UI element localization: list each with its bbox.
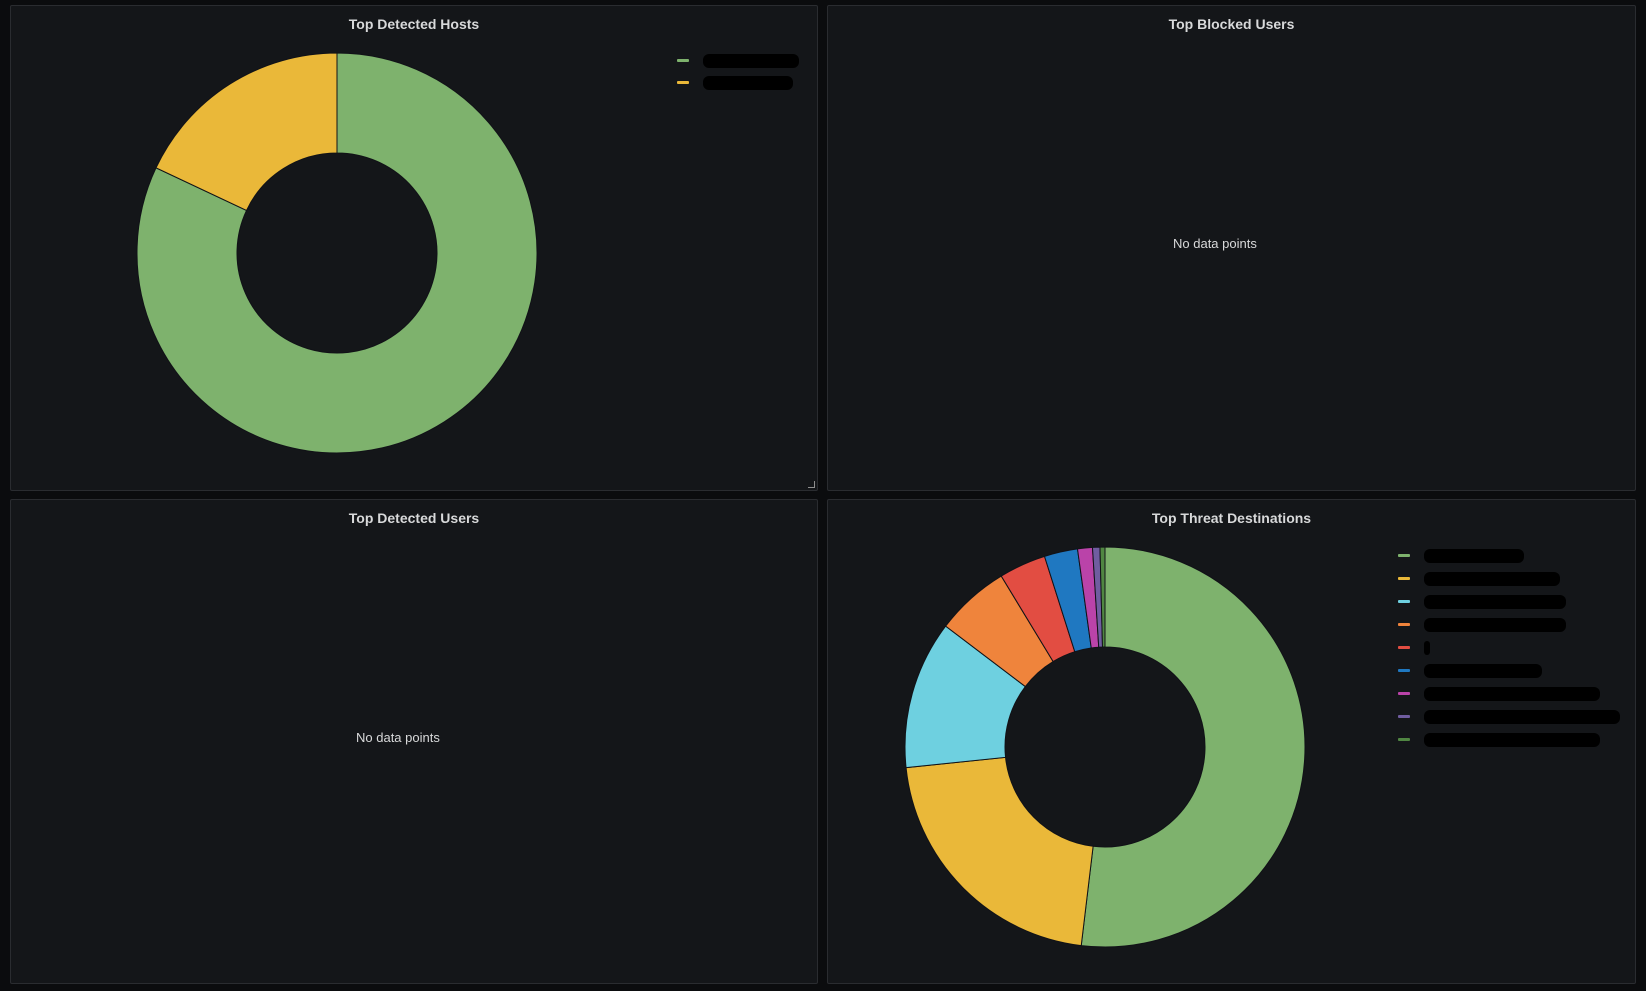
legend-item[interactable] (677, 75, 817, 91)
legend-item[interactable] (1398, 709, 1620, 725)
panel-title[interactable]: Top Detected Hosts (348, 16, 480, 32)
redacted-label (1424, 618, 1566, 632)
legend-item[interactable] (1398, 617, 1566, 633)
legend-swatch (677, 81, 689, 84)
redacted-label (1424, 572, 1560, 586)
panel-top-detected-users[interactable]: Top Detected Users No data points (10, 499, 818, 984)
panel-title[interactable]: Top Detected Users (348, 510, 480, 526)
redacted-label (1424, 641, 1430, 655)
donut-chart-destinations (904, 546, 1306, 948)
panel-top-detected-hosts[interactable]: Top Detected Hosts (10, 5, 818, 491)
legend-swatch (677, 59, 689, 62)
legend-item[interactable] (1398, 640, 1538, 656)
legend-item[interactable] (1398, 571, 1560, 587)
pie-slice[interactable] (1080, 546, 1306, 948)
legend-swatch (1398, 738, 1410, 741)
legend-swatch (1398, 577, 1410, 580)
panel-title[interactable]: Top Blocked Users (1168, 16, 1295, 32)
redacted-label (703, 76, 793, 90)
pie-slice[interactable] (1099, 546, 1106, 648)
legend-swatch (1398, 554, 1410, 557)
legend-swatch (1398, 715, 1410, 718)
legend-swatch (1398, 623, 1410, 626)
legend-item[interactable] (677, 53, 817, 69)
panel-top-threat-destinations[interactable]: Top Threat Destinations (827, 499, 1636, 984)
redacted-label (1424, 664, 1542, 678)
legend-swatch (1398, 669, 1410, 672)
redacted-label (703, 54, 799, 68)
resize-handle[interactable] (808, 481, 815, 488)
no-data-message: No data points (356, 730, 440, 745)
redacted-label (1424, 733, 1600, 747)
pie-slice[interactable] (136, 52, 538, 454)
legend-item[interactable] (1398, 663, 1542, 679)
redacted-label (1424, 710, 1620, 724)
legend-swatch (1398, 600, 1410, 603)
pie-slice[interactable] (155, 52, 338, 212)
panel-top-blocked-users[interactable]: Top Blocked Users No data points (827, 5, 1636, 491)
redacted-label (1424, 687, 1600, 701)
legend-swatch (1398, 646, 1410, 649)
legend-item[interactable] (1398, 686, 1600, 702)
pie-slice[interactable] (905, 756, 1094, 947)
legend-item[interactable] (1398, 732, 1600, 748)
legend-item[interactable] (1398, 548, 1538, 564)
legend-swatch (1398, 692, 1410, 695)
no-data-message: No data points (1173, 236, 1257, 251)
redacted-label (1424, 549, 1524, 563)
redacted-label (1424, 595, 1566, 609)
legend-item[interactable] (1398, 594, 1566, 610)
donut-chart-hosts (136, 52, 538, 454)
panel-title[interactable]: Top Threat Destinations (1151, 510, 1312, 526)
